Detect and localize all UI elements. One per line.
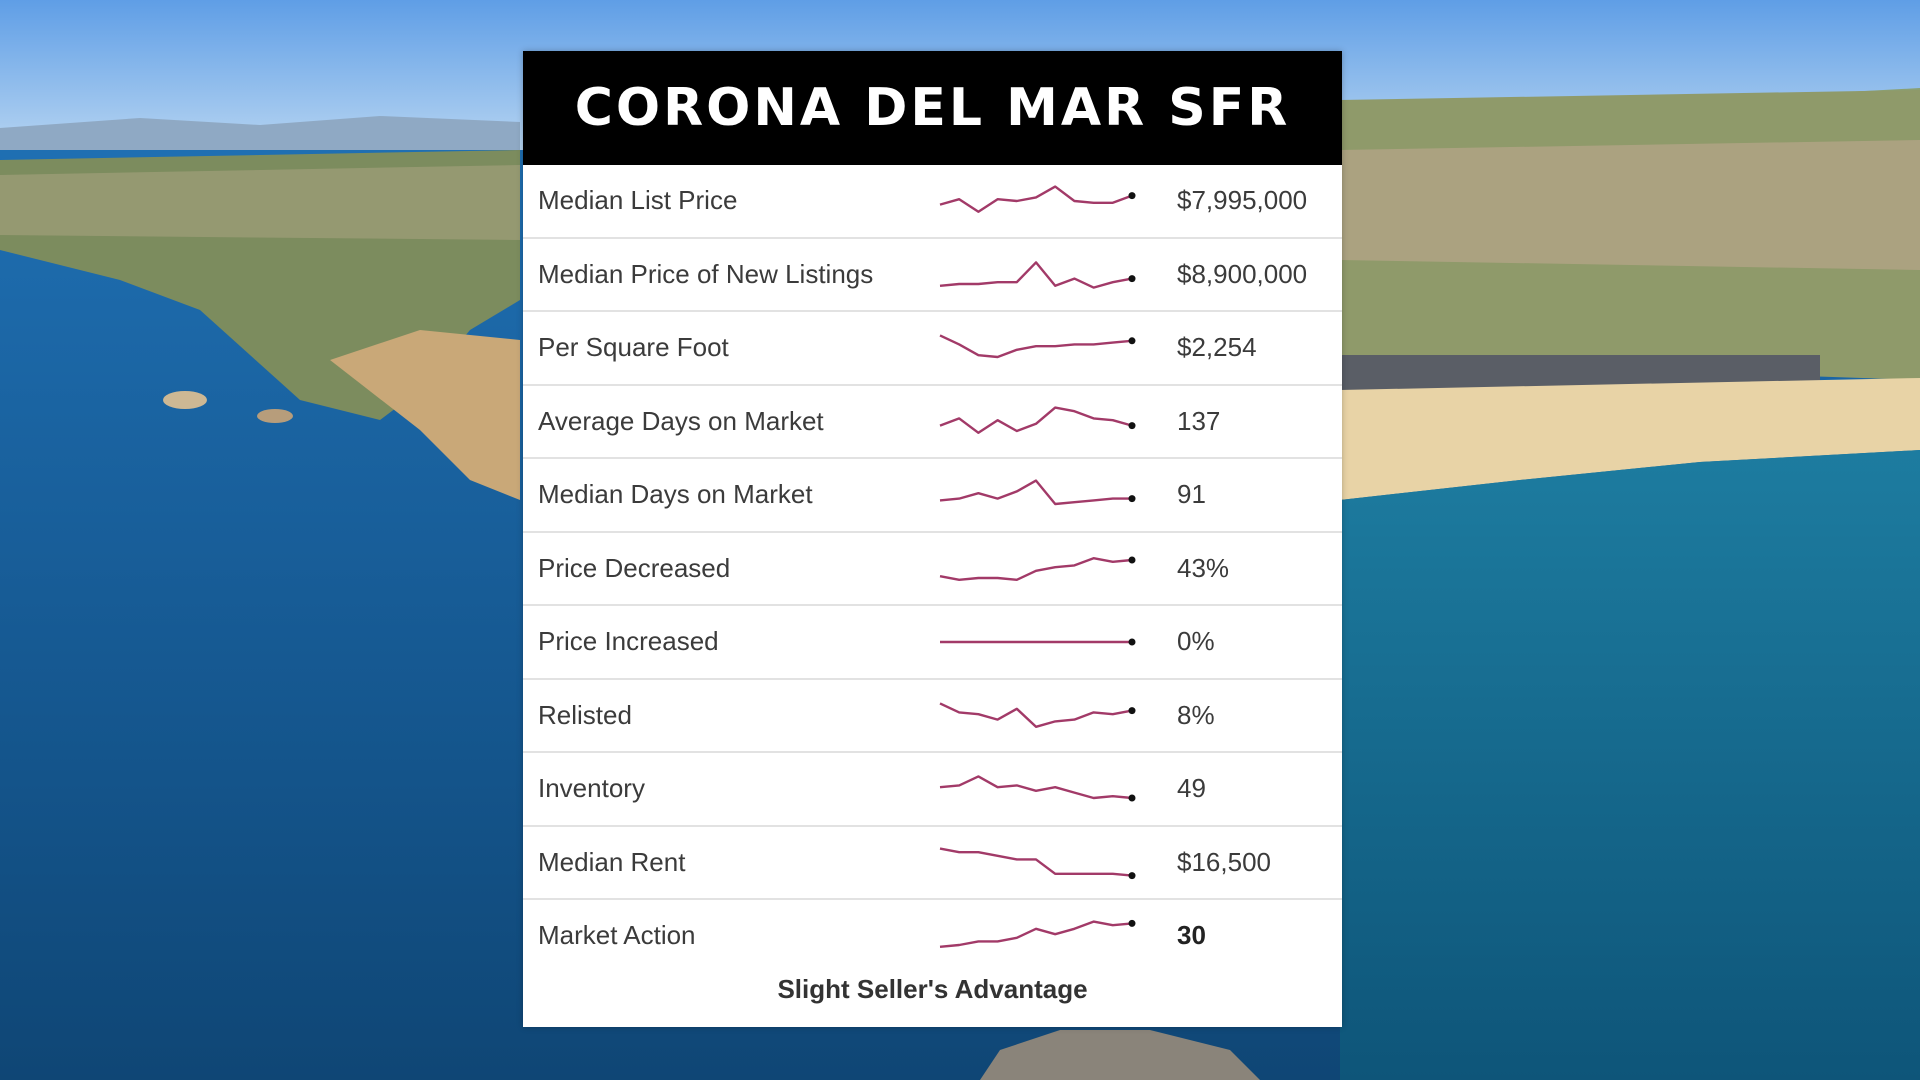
stat-row: Per Square Foot $2,254 xyxy=(523,312,1342,386)
sparkline-endpoint xyxy=(1128,337,1136,345)
trend-sparkline xyxy=(940,638,1136,646)
stat-value: 49 xyxy=(1177,773,1206,803)
sparkline-path xyxy=(939,260,1133,289)
sparkline-path xyxy=(939,185,1133,213)
stat-value: $2,254 xyxy=(1177,332,1257,362)
stat-label: Inventory xyxy=(538,773,645,803)
sparkline-path xyxy=(939,334,1133,359)
stat-value: 137 xyxy=(1177,405,1221,436)
card-header: CORONA DEL MAR SFR xyxy=(523,51,1342,165)
stat-row: Price Decreased 43% xyxy=(523,533,1342,606)
trend-sparkline xyxy=(939,556,1136,581)
stat-label: Price Decreased xyxy=(538,552,731,583)
stat-label: Market Action xyxy=(538,920,696,950)
trend-sparkline xyxy=(939,479,1136,506)
sparkline-endpoint xyxy=(1128,421,1136,429)
trend-sparkline xyxy=(939,701,1136,728)
sparkline-path xyxy=(939,775,1133,800)
trend-sparkline xyxy=(939,260,1136,289)
stat-row: Relisted 8% xyxy=(523,680,1342,753)
sparkline-endpoint xyxy=(1128,192,1136,200)
trend-sparkline xyxy=(939,405,1136,434)
sparkline-endpoint xyxy=(1128,638,1136,646)
stat-row: Market Action 30 xyxy=(523,900,1342,972)
stat-row: Median Price of New Listings $8,900,000 xyxy=(523,239,1342,312)
sparkline-endpoint xyxy=(1128,919,1136,927)
card-title: CORONA DEL MAR SFR xyxy=(574,78,1291,138)
stat-label: Median Days on Market xyxy=(538,479,813,509)
stat-label: Median Rent xyxy=(538,846,686,877)
sparkline-path xyxy=(939,479,1132,506)
stat-row: Inventory 49 xyxy=(523,753,1342,827)
sparkline-path xyxy=(939,846,1133,877)
stat-label: Per Square Foot xyxy=(538,332,729,362)
market-condition-label: Slight Seller's Advantage xyxy=(777,974,1088,1004)
stat-value: 8% xyxy=(1177,699,1215,730)
stat-label: Median List Price xyxy=(538,185,738,215)
sparkline-path xyxy=(939,701,1133,728)
stat-label: Relisted xyxy=(538,699,632,730)
stat-row: Median Rent $16,500 xyxy=(523,827,1342,900)
stat-value: 43% xyxy=(1177,552,1230,583)
stat-label: Median Price of New Listings xyxy=(538,258,874,289)
stat-value: $8,900,000 xyxy=(1177,258,1308,289)
sparkline-endpoint xyxy=(1128,706,1136,714)
sparkline-path xyxy=(939,405,1133,434)
stat-label: Price Increased xyxy=(538,626,719,656)
sparkline-path xyxy=(939,556,1133,581)
stat-row: Median List Price $7,995,000 xyxy=(523,165,1342,239)
sparkline-endpoint xyxy=(1128,495,1136,503)
stat-row: Price Increased 0% xyxy=(523,606,1342,680)
stat-label: Average Days on Market xyxy=(538,405,824,436)
stat-row: Median Days on Market 91 xyxy=(523,459,1342,533)
stat-value: 0% xyxy=(1177,626,1215,656)
sparkline-endpoint xyxy=(1128,794,1136,802)
stat-value: $7,995,000 xyxy=(1177,185,1308,215)
trend-sparkline xyxy=(939,185,1136,213)
sparkline-endpoint xyxy=(1128,274,1136,282)
stat-row: Average Days on Market 137 xyxy=(523,386,1342,459)
trend-sparkline xyxy=(939,775,1136,802)
stat-value: 30 xyxy=(1177,920,1206,950)
sparkline-endpoint xyxy=(1128,556,1136,563)
stat-value: $16,500 xyxy=(1177,846,1271,877)
stat-value: 91 xyxy=(1177,479,1206,509)
trend-sparkline xyxy=(939,334,1136,359)
trend-sparkline xyxy=(939,846,1136,879)
stats-table: Median List Price $7,995,000 Median Price … xyxy=(523,165,1342,972)
sparkline-path xyxy=(939,920,1133,948)
trend-sparkline xyxy=(939,919,1136,948)
sparkline-endpoint xyxy=(1128,871,1136,879)
market-stats-card: CORONA DEL MAR SFR Median List Price $7,9… xyxy=(523,51,1342,1027)
